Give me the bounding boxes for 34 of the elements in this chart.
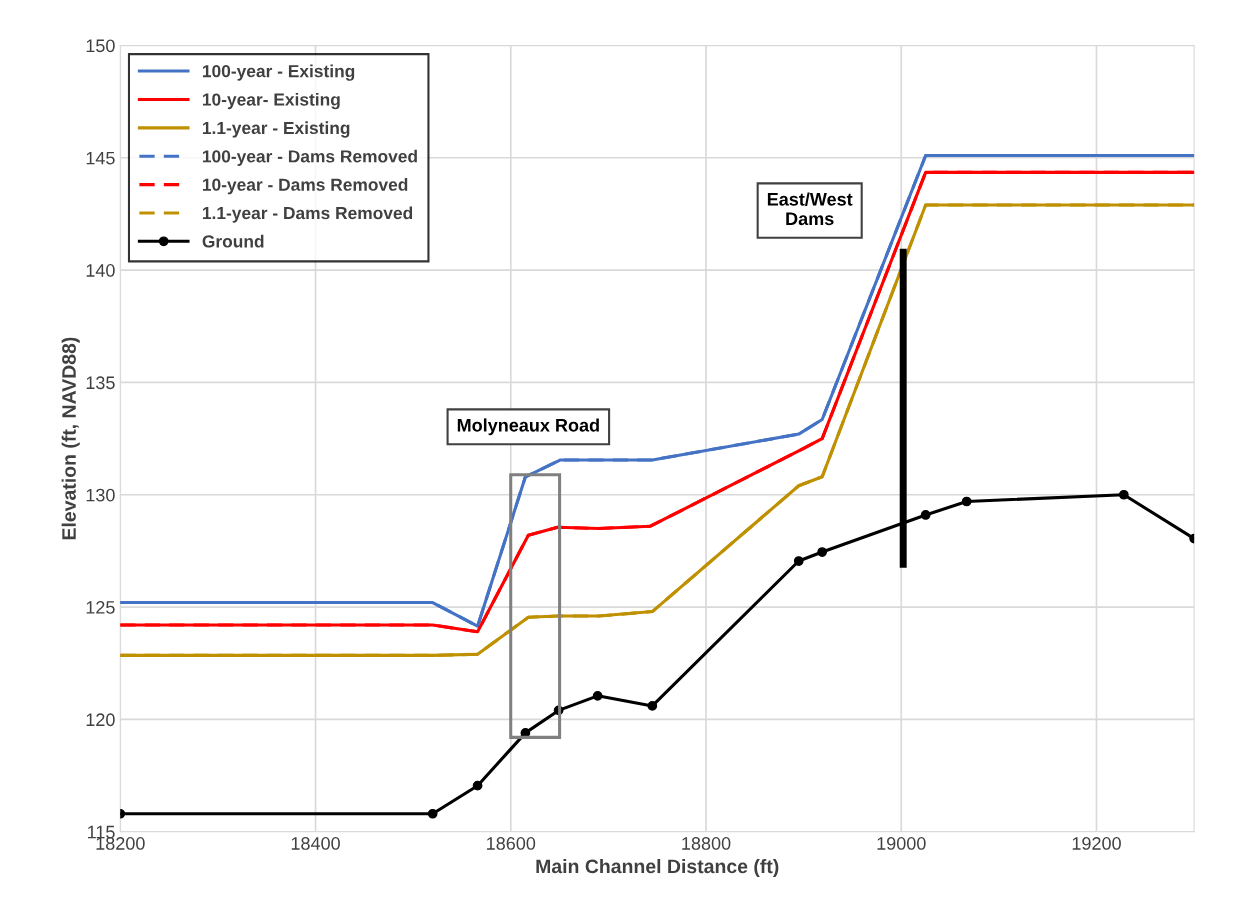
legend-label: 10-year - Dams Removed — [202, 178, 408, 195]
annotation: Molyneaux Road — [457, 418, 599, 436]
point — [472, 780, 483, 791]
x-tick-label: 19000 — [877, 837, 926, 850]
legend-label: 1.1-year - Existing — [202, 121, 350, 138]
x-tick-label: 18600 — [487, 837, 536, 850]
y-tick-label: 115 — [88, 825, 115, 839]
point — [961, 496, 972, 507]
y-tick-label: 120 — [86, 713, 115, 727]
x-axis-title: Main Channel Distance (ft) — [536, 858, 779, 878]
y-tick-label: 125 — [86, 601, 115, 614]
point — [592, 690, 603, 701]
point — [920, 510, 931, 520]
legend-label: Ground — [202, 234, 264, 248]
y-tick-label: 145 — [86, 151, 115, 165]
y-tick-label: 135 — [86, 376, 115, 390]
y-tick-label: 150 — [86, 39, 115, 53]
y-axis-title: Elevation (ft, NAVD88) — [61, 337, 80, 540]
x-tick-label: 18800 — [682, 837, 731, 850]
y-tick-label: 140 — [86, 264, 115, 277]
point — [427, 808, 438, 819]
legend-label: 100-year - Existing — [202, 64, 355, 81]
point — [817, 547, 828, 557]
y-tick-label: 130 — [86, 488, 115, 502]
legend-label: 1.1-year - Dams Removed — [202, 206, 413, 223]
point — [793, 556, 804, 566]
legend-label: 10-year- Existing — [202, 92, 340, 110]
legend-label: 100-year - Dams Removed — [202, 149, 417, 166]
x-tick-label: 18200 — [96, 837, 145, 850]
x-tick-label: 18400 — [291, 837, 340, 850]
point — [647, 701, 658, 711]
point — [1118, 489, 1129, 500]
x-tick-label: 19200 — [1072, 837, 1121, 850]
annotation: East/West Dams — [767, 192, 853, 226]
